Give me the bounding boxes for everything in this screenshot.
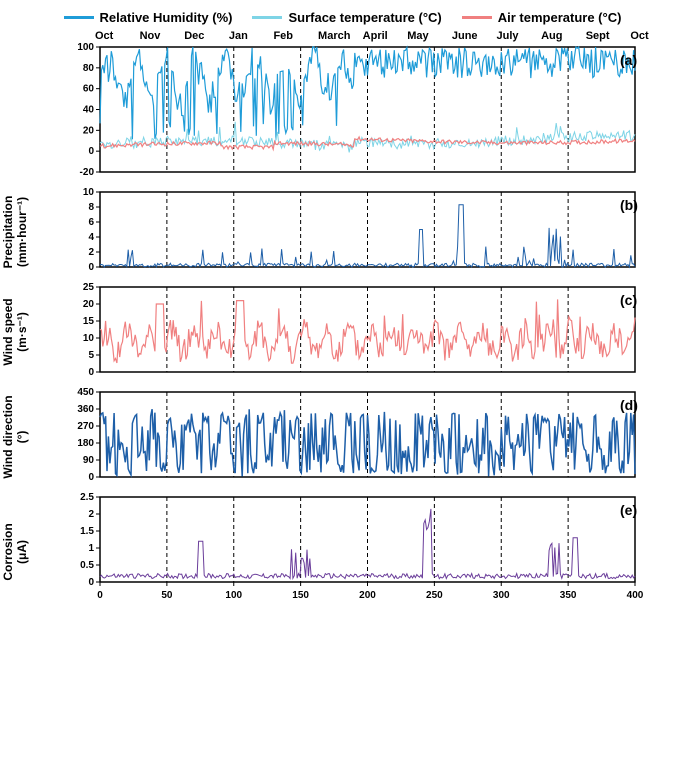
y-tick-label: 20: [83, 299, 95, 310]
legend-swatch: [64, 16, 94, 19]
y-tick-label: 6: [88, 217, 94, 228]
y-tick-label: 10: [83, 333, 95, 344]
month-label: April: [363, 30, 408, 42]
series-line: [100, 409, 635, 476]
y-tick-label: 0: [88, 367, 94, 378]
month-labels: OctNovDecJanFebMarchAprilMayJuneJulyAugS…: [65, 30, 675, 42]
month-label: Nov: [140, 30, 185, 42]
y-tick-label: 270: [77, 421, 94, 432]
y-tick-label: 0: [88, 146, 94, 157]
y-tick-label: 4: [88, 232, 94, 243]
x-tick-label: 100: [225, 590, 242, 601]
month-label: May: [407, 30, 452, 42]
legend-item-humidity: Relative Humidity (%): [64, 10, 233, 25]
y-tick-label: 40: [83, 105, 95, 116]
y-tick-label: 2.5: [80, 492, 94, 503]
y-tick-label: 0: [88, 472, 94, 483]
chart-panel-b: Precipitation (mm·hour⁻¹)0246810(b): [65, 187, 675, 277]
y-tick-label: 0.5: [80, 560, 94, 571]
panel-letter: (d): [620, 397, 638, 413]
legend-item-air: Air temperature (°C): [462, 10, 622, 25]
y-tick-label: 360: [77, 404, 94, 415]
chart-svg: 0 2 4 6 8 10 (b): [65, 187, 645, 277]
legend-swatch: [462, 16, 492, 19]
y-tick-label: 90: [83, 455, 95, 466]
legend-label: Surface temperature (°C): [288, 10, 441, 25]
month-label: Oct: [630, 30, 675, 42]
y-tick-label: 2: [88, 509, 94, 520]
month-label: July: [496, 30, 541, 42]
y-tick-label: 450: [77, 387, 94, 398]
panel-letter: (b): [620, 197, 638, 213]
panel-letter: (e): [620, 502, 637, 518]
y-axis-label: Wind speed (m·s⁻¹): [1, 272, 29, 392]
chart-panel-c: Wind speed (m·s⁻¹)0510152025(c): [65, 282, 675, 382]
y-tick-label: 0: [88, 262, 94, 273]
legend-swatch: [252, 16, 282, 19]
chart-svg: -20 0 20 40 60 80 100 (a): [65, 42, 645, 182]
chart-svg: 0 5 10 15 20 25 (c): [65, 282, 645, 382]
month-label: Oct: [95, 30, 140, 42]
month-label: March: [318, 30, 363, 42]
y-tick-label: 10: [83, 187, 95, 198]
x-tick-label: 350: [560, 590, 577, 601]
legend-label: Relative Humidity (%): [100, 10, 233, 25]
month-label: Feb: [273, 30, 318, 42]
chart-panel-d: Wind direction (°)090180270360450(d): [65, 387, 675, 487]
y-tick-label: 8: [88, 202, 94, 213]
month-label: Sept: [586, 30, 631, 42]
x-tick-label: 400: [627, 590, 644, 601]
y-tick-label: 5: [88, 350, 94, 361]
x-tick-label: 50: [161, 590, 173, 601]
chart-panel-a: -20 0 20 40 60 80 100 (a): [65, 42, 675, 182]
panel-letter: (c): [620, 292, 637, 308]
y-axis-label: Wind direction (°): [1, 377, 29, 497]
y-tick-label: 2: [88, 247, 94, 258]
legend-label: Air temperature (°C): [498, 10, 622, 25]
x-tick-label: 0: [97, 590, 103, 601]
y-tick-label: 180: [77, 438, 94, 449]
x-tick-label: 250: [426, 590, 443, 601]
y-tick-label: 1: [88, 543, 94, 554]
x-tick-label: 150: [292, 590, 309, 601]
month-label: Jan: [229, 30, 274, 42]
y-tick-label: -20: [80, 167, 95, 178]
y-axis-label: Corrosion (μA): [1, 492, 29, 612]
legend-item-surface: Surface temperature (°C): [252, 10, 441, 25]
y-tick-label: 20: [83, 125, 95, 136]
chart-svg: 0 90 180 270 360 450 (d): [65, 387, 645, 487]
y-tick-label: 60: [83, 84, 95, 95]
x-tick-label: 200: [359, 590, 376, 601]
chart-panel-e: Corrosion (μA)00.511.522.5(e)05010015020…: [65, 492, 675, 612]
month-label: Aug: [541, 30, 586, 42]
y-tick-label: 0: [88, 577, 94, 588]
x-tick-label: 300: [493, 590, 510, 601]
y-tick-label: 100: [77, 42, 94, 53]
y-tick-label: 25: [83, 282, 95, 293]
y-tick-label: 15: [83, 316, 95, 327]
y-tick-label: 80: [83, 63, 95, 74]
chart-svg: 0 0.5 1 1.5 2 2.5 (e) 0 50 100 150 200 250 300 350 400: [65, 492, 645, 612]
legend: Relative Humidity (%) Surface temperatur…: [10, 10, 675, 25]
month-label: June: [452, 30, 497, 42]
panel-letter: (a): [620, 52, 637, 68]
month-label: Dec: [184, 30, 229, 42]
y-tick-label: 1.5: [80, 526, 94, 537]
